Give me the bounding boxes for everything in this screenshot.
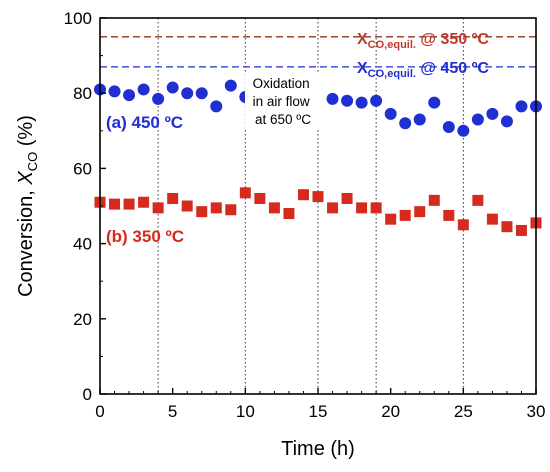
series-1-point <box>167 192 179 204</box>
y-axis-label-prefix: Conversion, <box>15 185 37 297</box>
series-1-point <box>152 202 164 214</box>
equil-label-350-sub: CO,equil. <box>368 39 416 51</box>
series-0-point <box>341 94 354 107</box>
x-tick-label: 20 <box>381 402 400 421</box>
series-1-point <box>327 202 339 214</box>
series-1-point <box>356 202 368 214</box>
equil-label-450-sub: CO,equil. <box>368 68 416 80</box>
equil-label-450: XCO,equil. @ 450 ºC <box>357 60 489 80</box>
y-axis-label-sub: CO <box>25 152 40 172</box>
series-0-point <box>152 92 165 105</box>
series-1-point <box>515 224 527 236</box>
series-0-point <box>486 107 499 120</box>
x-axis-label: Time (h) <box>281 438 355 460</box>
series-1-point <box>472 194 484 206</box>
series-0-point <box>195 87 208 100</box>
oxidation-annotation-bg <box>245 72 321 128</box>
x-tick-label: 25 <box>454 402 473 421</box>
series-1-point <box>268 202 280 214</box>
series-1-point <box>239 187 251 199</box>
series-1-point <box>138 196 150 208</box>
series-1-point <box>341 192 353 204</box>
equil-label-350: XCO,equil. @ 350 ºC <box>357 31 489 51</box>
oxidation-line-3: at 650 ºC <box>255 112 311 127</box>
equil-label-450-rest: @ 450 ºC <box>416 60 489 77</box>
series-1-point <box>123 198 135 210</box>
series-1-point <box>225 204 237 216</box>
series-0-point <box>137 83 150 96</box>
series-0-point <box>471 113 484 126</box>
y-axis-label-suffix: (%) <box>15 115 37 152</box>
series-1-point <box>283 208 295 220</box>
series-1-point <box>210 202 222 214</box>
series-0-point <box>326 92 339 105</box>
series-label-450: (a) 450 ºC <box>106 113 183 132</box>
data-points <box>94 79 542 236</box>
series-0-point <box>108 85 121 98</box>
x-tick-label: 15 <box>309 402 328 421</box>
series-0-point <box>210 100 223 113</box>
series-0-point <box>370 94 383 107</box>
series-0-point <box>457 124 470 137</box>
series-0-point <box>355 96 368 109</box>
series-1-point <box>254 192 266 204</box>
series-1-point <box>457 219 469 231</box>
series-0-point <box>181 87 194 100</box>
series-1-point <box>486 213 498 225</box>
series-1-point <box>414 206 426 218</box>
y-axis-label: Conversion, XCO (%) <box>15 115 40 297</box>
series-1-point <box>385 213 397 225</box>
series-label-350: (b) 350 ºC <box>106 227 184 246</box>
series-0-point <box>442 121 455 134</box>
y-tick-label: 0 <box>83 385 92 404</box>
series-1-point <box>181 200 193 212</box>
oxidation-line-2: in air flow <box>253 94 310 109</box>
y-axis-label-var: X <box>15 171 37 186</box>
series-1-point <box>428 194 440 206</box>
series-0-point <box>384 107 397 120</box>
oxidation-line-1: Oxidation <box>253 76 310 91</box>
series-1-point <box>196 206 208 218</box>
y-tick-label: 40 <box>73 235 92 254</box>
equil-label-350-main: X <box>357 31 368 48</box>
y-tick-label: 60 <box>73 159 92 178</box>
series-0-point <box>515 100 528 113</box>
series-0-point <box>166 81 179 94</box>
series-0-point <box>500 115 513 128</box>
series-1-point <box>312 191 324 203</box>
x-axis-ticks: 0 5 10 15 20 25 30 <box>95 388 545 421</box>
series-0-point <box>399 117 412 130</box>
y-tick-label: 100 <box>64 9 92 28</box>
equilibrium-lines <box>100 36 536 68</box>
y-axis-ticks: 0 20 40 60 80 100 <box>64 9 106 404</box>
oxidation-annotation: Oxidation in air flow at 650 ºC <box>253 76 314 127</box>
series-0-point <box>123 89 136 102</box>
series-0-point <box>224 79 237 92</box>
x-tick-label: 5 <box>168 402 177 421</box>
x-tick-label: 0 <box>95 402 104 421</box>
equil-label-450-main: X <box>357 60 368 77</box>
series-1-point <box>109 198 121 210</box>
series-1-point <box>443 209 455 221</box>
series-1-point <box>297 189 309 201</box>
series-1-point <box>370 202 382 214</box>
series-0-point <box>413 113 426 126</box>
series-1-point <box>399 209 411 221</box>
y-tick-label: 20 <box>73 310 92 329</box>
series-0-point <box>428 96 441 109</box>
series-1-point <box>501 221 513 233</box>
x-tick-label: 30 <box>527 402 546 421</box>
y-tick-label: 80 <box>73 84 92 103</box>
x-tick-label: 10 <box>236 402 255 421</box>
equil-label-350-rest: @ 350 ºC <box>416 31 489 48</box>
